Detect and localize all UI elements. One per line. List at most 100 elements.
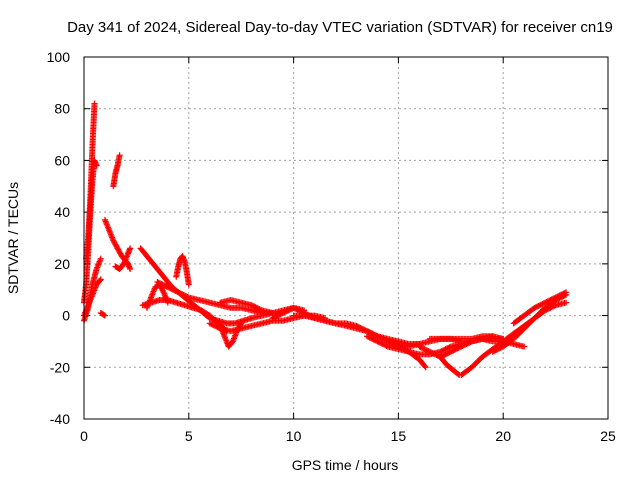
data-point	[97, 255, 104, 262]
data-point	[91, 100, 98, 107]
data-point	[451, 346, 458, 353]
data-point	[556, 292, 563, 299]
data-point	[531, 304, 538, 311]
series-arc-27	[479, 335, 528, 350]
data-point	[97, 276, 104, 283]
data-point	[358, 325, 365, 332]
data-point	[206, 320, 213, 327]
data-point	[278, 310, 285, 317]
data-point	[166, 284, 173, 291]
data-point	[543, 298, 550, 305]
data-point	[535, 302, 542, 309]
data-point	[378, 340, 385, 347]
data-point	[394, 342, 401, 349]
data-point	[489, 348, 496, 355]
data-point	[538, 301, 545, 308]
data-point	[540, 300, 547, 307]
data-point	[256, 306, 263, 313]
data-point	[369, 330, 376, 337]
data-point	[96, 277, 103, 284]
data-point	[539, 300, 546, 307]
data-point	[557, 291, 564, 298]
data-point	[361, 326, 368, 333]
data-point	[373, 332, 380, 339]
data-point	[365, 333, 372, 340]
data-point	[257, 306, 264, 313]
y-tick-label: 20	[54, 256, 70, 272]
data-point	[159, 281, 166, 288]
data-point	[492, 347, 499, 354]
data-point	[552, 294, 559, 301]
data-point	[371, 331, 378, 338]
x-tick-label: 20	[495, 428, 511, 444]
series-arc-11	[143, 281, 171, 311]
data-point	[294, 306, 301, 313]
data-point	[392, 342, 399, 349]
data-point	[428, 349, 435, 356]
data-point	[548, 296, 555, 303]
data-point	[269, 309, 276, 316]
data-point	[555, 293, 562, 300]
data-point	[367, 330, 374, 337]
data-point	[450, 347, 457, 354]
data-point	[390, 341, 397, 348]
data-point	[382, 337, 389, 344]
data-point	[401, 346, 408, 353]
data-point	[439, 347, 446, 354]
data-point	[362, 327, 369, 334]
data-point	[286, 306, 293, 313]
series-arc-8	[112, 245, 134, 273]
data-point	[183, 293, 190, 300]
series-arc-26	[510, 289, 570, 327]
data-point	[459, 342, 466, 349]
data-point	[425, 348, 432, 355]
data-point	[209, 321, 216, 328]
data-point	[491, 348, 498, 355]
data-point	[380, 341, 387, 348]
data-point	[547, 297, 554, 304]
data-point	[400, 346, 407, 353]
data-point	[438, 348, 445, 355]
data-point	[563, 299, 570, 306]
data-point	[172, 288, 179, 295]
chart-title: Day 341 of 2024, Sidereal Day-to-day VTE…	[67, 19, 613, 36]
data-point	[456, 344, 463, 351]
data-point	[360, 326, 367, 333]
data-point	[437, 348, 444, 355]
series-arc-23	[426, 333, 507, 342]
series-arc-12	[173, 253, 192, 288]
data-point	[353, 322, 360, 329]
data-point	[248, 302, 255, 309]
data-point	[255, 305, 262, 312]
data-point	[416, 343, 423, 350]
data-point	[181, 292, 188, 299]
data-point	[373, 337, 380, 344]
data-point	[399, 345, 406, 352]
y-tick-label: 40	[54, 204, 70, 220]
series-arc-15	[217, 320, 245, 350]
data-point	[534, 303, 541, 310]
data-point	[127, 245, 134, 252]
data-point	[238, 320, 245, 327]
data-point	[237, 321, 244, 328]
data-point	[164, 299, 171, 306]
data-point	[424, 347, 431, 354]
data-point	[375, 339, 382, 346]
data-point	[375, 333, 382, 340]
data-point	[213, 323, 220, 330]
data-point	[418, 344, 425, 351]
data-point	[421, 346, 428, 353]
data-point	[442, 346, 449, 353]
data-point	[156, 280, 163, 287]
data-point	[374, 333, 381, 340]
series-arc-5	[97, 309, 108, 319]
data-point	[561, 289, 568, 296]
data-point	[441, 346, 448, 353]
x-tick-label: 5	[185, 428, 193, 444]
data-point	[432, 351, 439, 358]
data-point	[369, 335, 376, 342]
data-point	[93, 162, 100, 169]
data-point	[370, 331, 377, 338]
series-arc-4	[81, 276, 104, 319]
y-tick-label: -20	[50, 359, 70, 375]
